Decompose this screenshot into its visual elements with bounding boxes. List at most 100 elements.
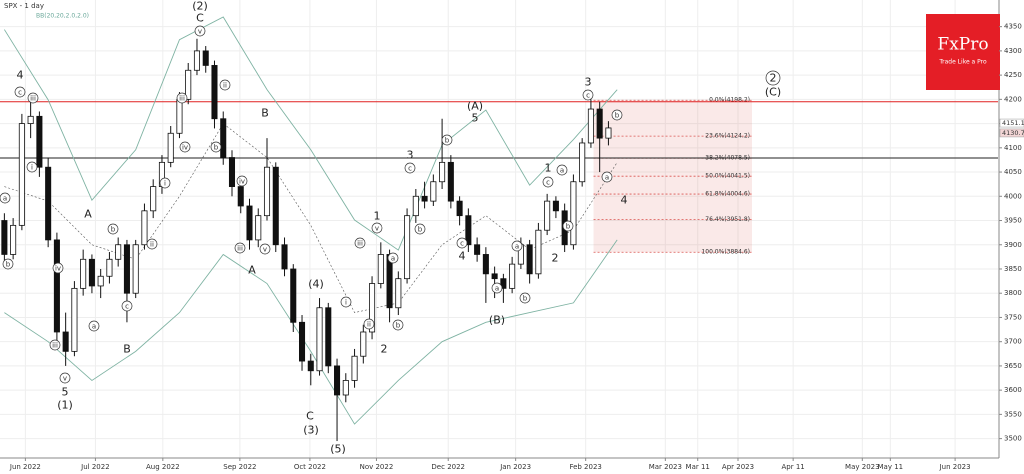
y-tick-label: 3700 <box>1004 338 1022 346</box>
candle-body <box>255 215 262 241</box>
wave-label: c <box>546 179 550 187</box>
candle-body <box>360 331 367 357</box>
wave-circle <box>52 262 64 274</box>
y-tick-label: 3950 <box>1004 217 1022 225</box>
wave-label: 2 <box>552 252 559 265</box>
logo-tagline: Trade Like a Pro <box>938 59 987 66</box>
wave-circle <box>159 177 171 189</box>
logo: FxPro Trade Like a Pro <box>926 14 1000 90</box>
y-tick-label: 3500 <box>1004 435 1022 443</box>
x-tick-label: Jun 2023 <box>939 463 971 471</box>
wave-label: (3) <box>303 424 319 437</box>
wave-circle <box>27 92 39 104</box>
wave-circle <box>354 237 366 249</box>
wave-label: 3 <box>585 76 592 89</box>
candle-body <box>150 186 157 212</box>
y-tick-label: 3650 <box>1004 362 1022 370</box>
candle-body <box>316 307 323 372</box>
y-tick-label: 3750 <box>1004 313 1022 321</box>
wave-label: (1) <box>57 399 73 412</box>
wave-label: b <box>111 226 116 234</box>
y-tick-label: 3850 <box>1004 265 1022 273</box>
x-tick-label: Nov 2022 <box>360 463 394 471</box>
wave-circle <box>491 282 503 294</box>
wave-circle <box>107 223 119 235</box>
wave-label: iii <box>52 342 58 350</box>
wave-label: b <box>396 322 401 330</box>
wave-label: (2) <box>192 0 208 13</box>
wave-circle <box>26 161 38 173</box>
candle-body <box>325 307 332 367</box>
wave-label: (B) <box>489 314 505 327</box>
wave-label: C <box>306 410 314 423</box>
wave-circle <box>441 134 453 146</box>
wave-circle <box>371 222 383 234</box>
wave-circle <box>0 192 11 204</box>
wave-label: (4) <box>308 278 324 291</box>
fib-label: 50.0%(4041.5) <box>705 173 750 180</box>
wave-label: 2 <box>770 72 777 85</box>
wave-circle <box>519 292 531 304</box>
candle-body <box>500 278 507 289</box>
candle-body <box>106 258 113 277</box>
candle-body <box>579 142 586 183</box>
y-tick-label: 4000 <box>1004 192 1022 200</box>
wave-circle <box>765 70 781 86</box>
candle-body <box>281 244 288 270</box>
x-tick-label: Oct 2022 <box>294 463 326 471</box>
wave-circle <box>59 372 71 384</box>
wave-label: iv <box>182 144 188 152</box>
candle-body <box>474 244 481 255</box>
candle-body <box>272 166 279 246</box>
wave-circle <box>194 25 206 37</box>
wave-label: 4 <box>17 69 24 82</box>
candle-body <box>544 200 551 231</box>
wave-circle <box>363 318 375 330</box>
logo-box <box>926 14 1000 90</box>
wave-circle <box>176 92 188 104</box>
wave-circle <box>404 162 416 174</box>
wave-circle <box>146 238 158 250</box>
wave-label: b <box>615 112 620 120</box>
wave-label: ii <box>367 321 371 329</box>
price-tag <box>999 128 1024 138</box>
wave-label: ii <box>150 241 154 249</box>
wave-circle <box>611 109 623 121</box>
wave-label: B <box>123 343 131 356</box>
candle-body <box>141 210 148 246</box>
candle-body <box>605 127 612 139</box>
candle-body <box>115 244 122 260</box>
y-tick-label: 4050 <box>1004 168 1022 176</box>
wave-label: 5 <box>62 386 69 399</box>
wave-label: iv <box>239 178 245 186</box>
candle-body <box>220 118 227 158</box>
wave-label: a <box>605 174 609 182</box>
wave-circle <box>562 220 574 232</box>
wave-label: a <box>391 255 395 263</box>
candle-body <box>228 157 236 187</box>
wave-label: A <box>248 264 256 277</box>
candle-body <box>351 355 358 381</box>
wave-label: c <box>125 303 129 311</box>
x-tick-label: Mar 11 <box>686 463 710 471</box>
candle-body <box>342 380 349 396</box>
candle-body <box>176 98 183 134</box>
bollinger-lower <box>4 239 618 425</box>
wave-circle <box>542 176 554 188</box>
plot: 0.0%(4198.2)23.6%(4124.2)38.2%(4078.5)50… <box>0 0 998 456</box>
x-tick-label: May 2023 <box>845 463 880 471</box>
candle-body <box>36 115 43 168</box>
wave-label: v <box>63 375 67 383</box>
y-tick-label: 3900 <box>1004 241 1022 249</box>
wave-label: a <box>3 195 7 203</box>
candle-body <box>132 244 139 294</box>
wave-circle <box>179 141 191 153</box>
wave-label: a <box>560 167 564 175</box>
wave-label: c <box>18 89 22 97</box>
candle-body <box>1 220 8 255</box>
y-tick-label: 4100 <box>1004 144 1022 152</box>
y-tick-label: 4250 <box>1004 71 1022 79</box>
wave-circle <box>219 79 231 91</box>
y-tick-label: 3800 <box>1004 289 1022 297</box>
